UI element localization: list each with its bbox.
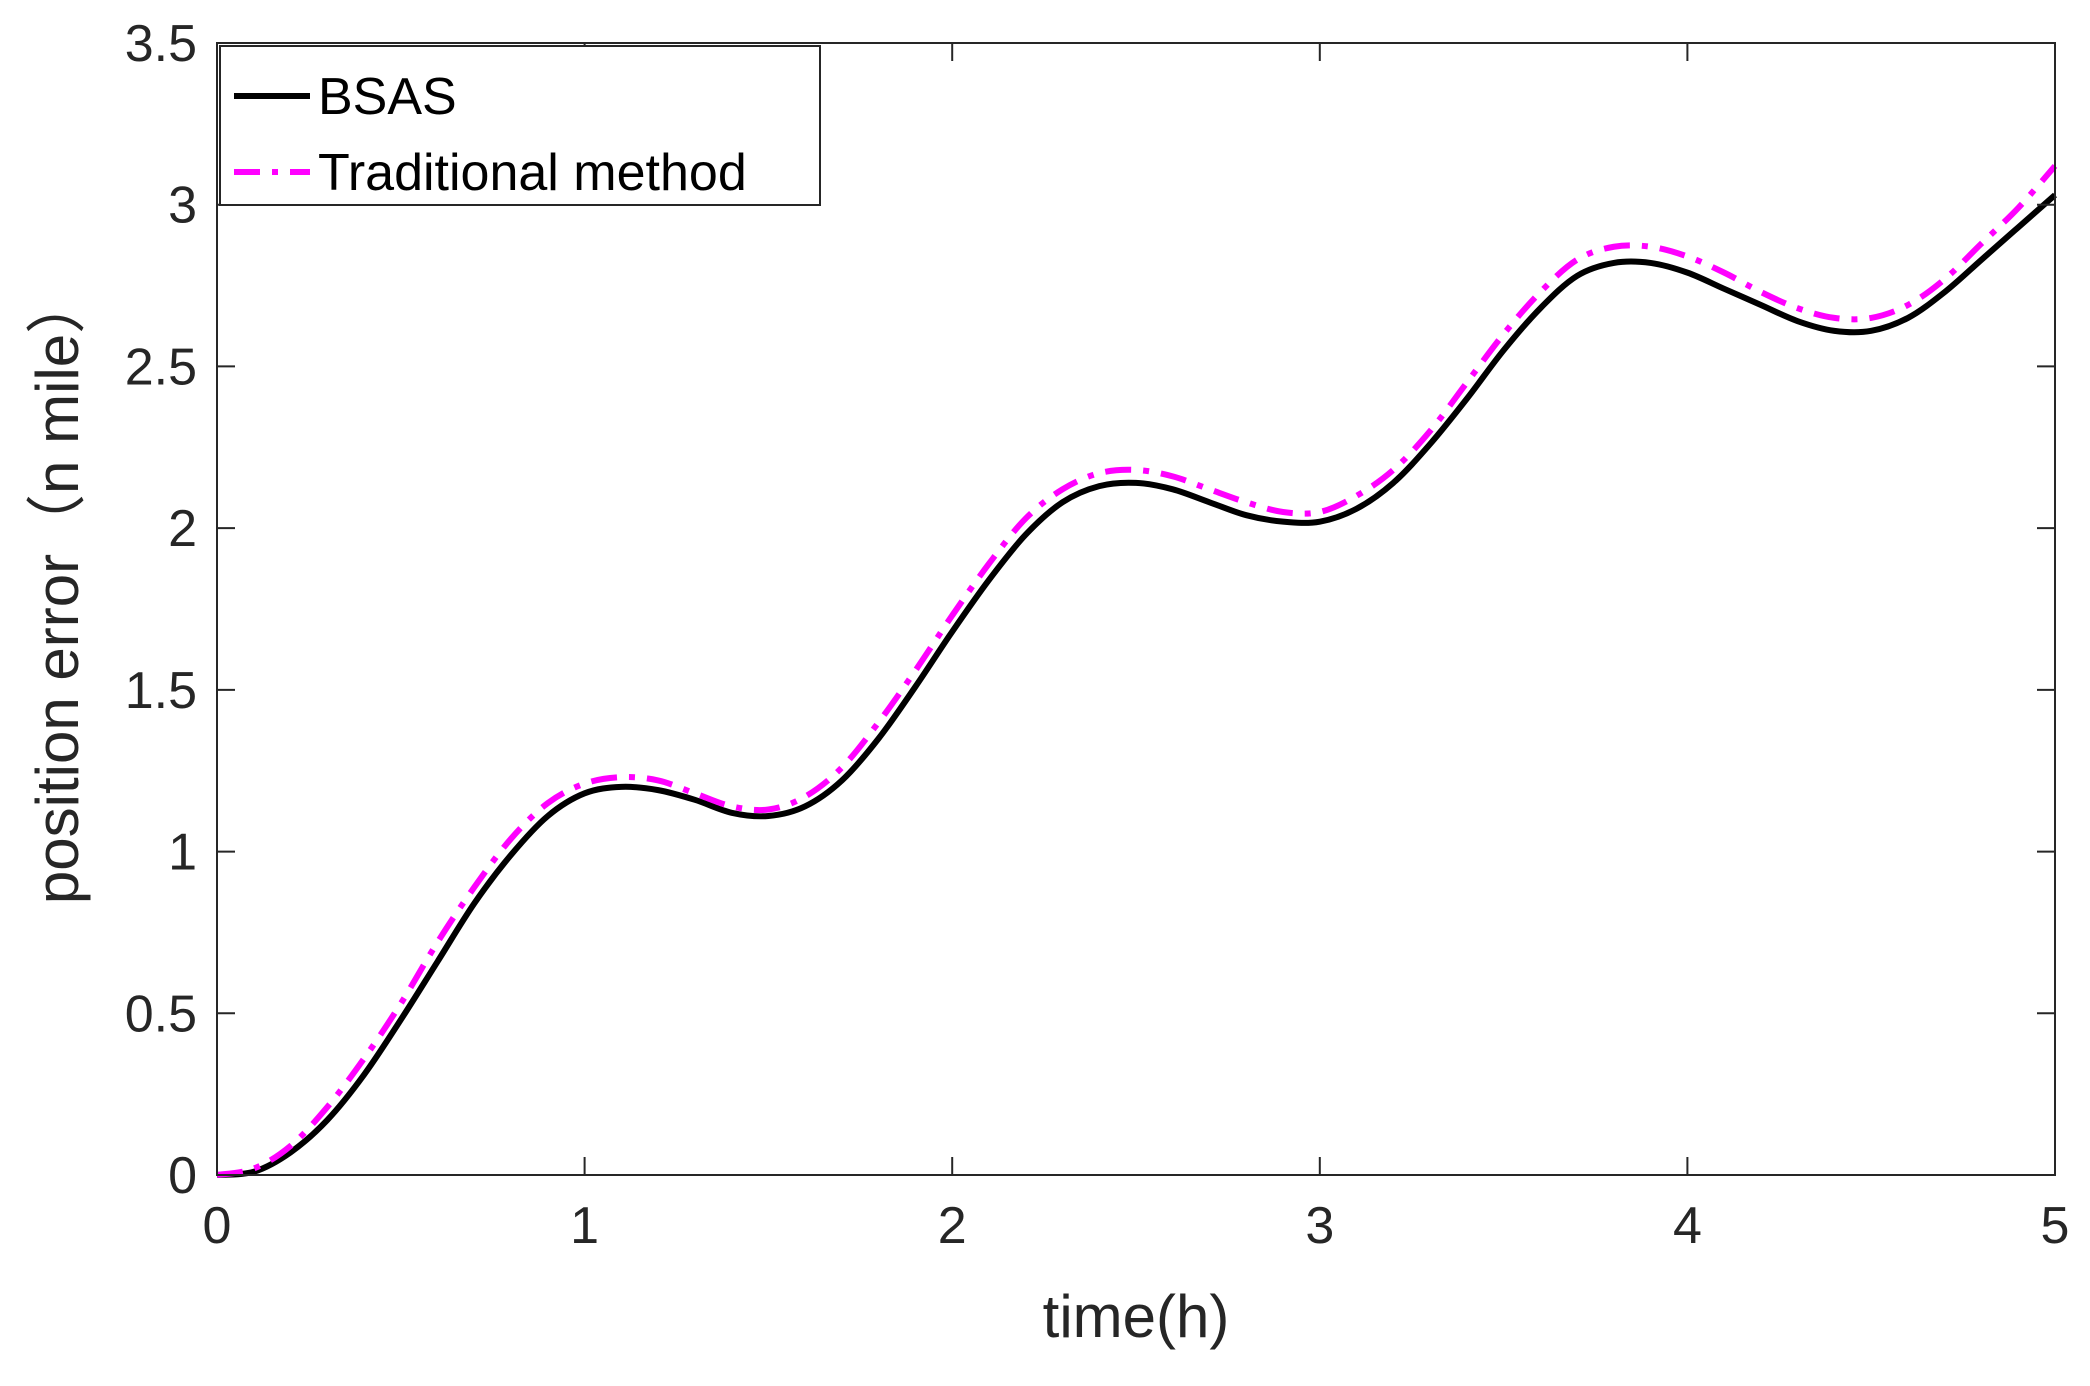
x-tick-label: 5 (2041, 1197, 2070, 1255)
series-line-bsas (216, 192, 2057, 1178)
y-tick-label: 2.5 (125, 338, 197, 396)
x-axis-label: time(h) (1043, 1283, 1230, 1350)
ticks-layer: 0 1 2 3 4 5 0 0.5 1 1.5 2 2.5 3 3.5 (125, 15, 2070, 1255)
legend-entry-label: Traditional method (318, 144, 747, 202)
legend: BSAS Traditional method (219, 45, 821, 206)
legend-box (219, 45, 821, 206)
y-tick-label: 3.5 (125, 15, 197, 73)
x-tick-label: 4 (1673, 1197, 1702, 1255)
x-tick-label: 0 (203, 1197, 232, 1255)
plot-background (217, 43, 2055, 1175)
y-axis-label: position error（n mile） (24, 274, 91, 904)
x-tick-label: 1 (570, 1197, 599, 1255)
y-tick-label: 0.5 (125, 985, 197, 1043)
legend-entry-label: BSAS (318, 68, 457, 126)
series-layer (216, 163, 2058, 1178)
y-tick-label: 1 (168, 824, 197, 882)
y-tick-label: 2 (168, 500, 197, 558)
series-line-traditional-method (216, 163, 2058, 1178)
y-tick-label: 3 (168, 177, 197, 235)
plot-frame (216, 42, 2056, 1176)
y-tick-label: 0 (168, 1147, 197, 1205)
plot-area (217, 43, 2055, 1175)
x-tick-label: 3 (1305, 1197, 1334, 1255)
y-tick-label: 1.5 (125, 662, 197, 720)
x-tick-label: 2 (938, 1197, 967, 1255)
